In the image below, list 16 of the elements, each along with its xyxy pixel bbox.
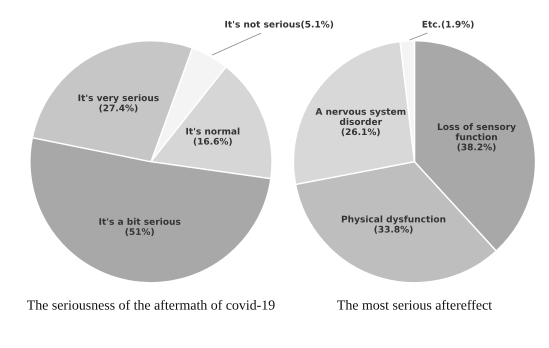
text: The seriousness of the aftermath of covid-19 (27, 300, 275, 310)
text: The most serious aftereffect (337, 300, 492, 310)
data-label: (51%) (126, 228, 154, 236)
data-label: (16.6%) (194, 138, 232, 146)
data-label: (26.1%) (342, 128, 380, 136)
slice-label: It's very serious (78, 94, 159, 104)
data-label: (27.4%) (99, 104, 138, 112)
data-label: (33.8%) (374, 226, 413, 234)
slice-label: It's normal (186, 128, 240, 135)
slice-label: Physical dysfunction (342, 215, 446, 224)
slice-label: A nervous system disorder (315, 108, 406, 126)
data-label: (38.2%) (458, 143, 496, 152)
slice-label: It's a bit serious (99, 218, 180, 225)
slice-label: Loss of sensory function (438, 123, 516, 140)
slice-label: Etc.(1.9%) (422, 20, 474, 29)
slice-label: It's not serious(5.1%) (225, 20, 334, 29)
